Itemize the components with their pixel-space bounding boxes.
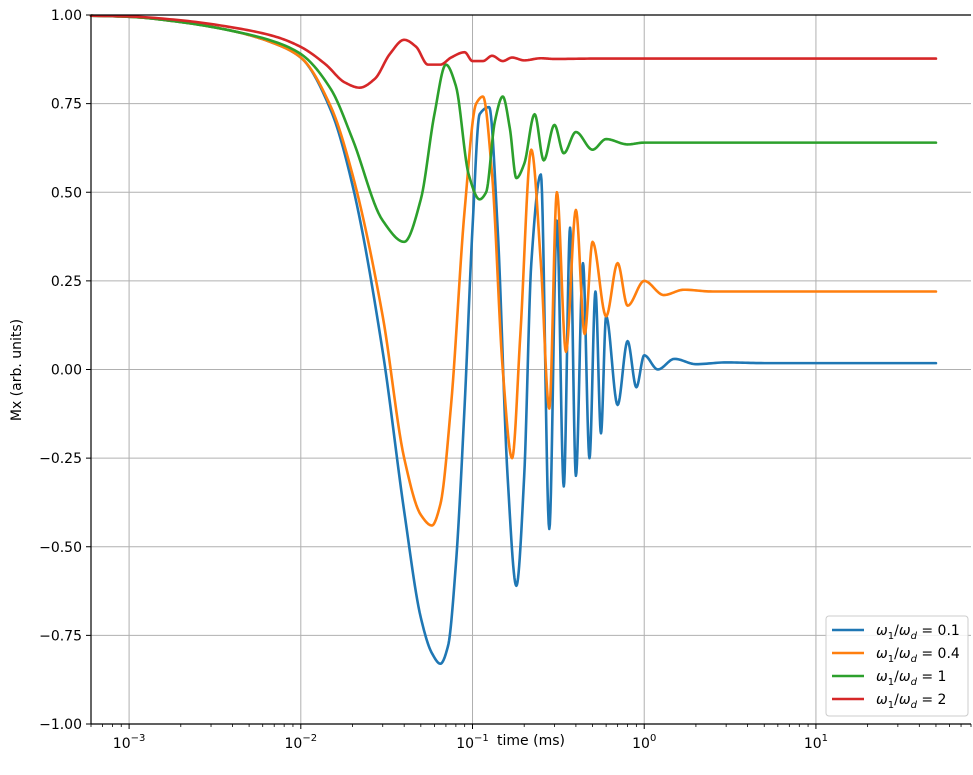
x-tick-label: 101 [804,733,828,752]
y-tick-label: −0.50 [39,540,82,556]
x-axis-label: time (ms) [497,733,565,749]
x-tick-label: 100 [632,733,656,752]
x-tick-label: 10−3 [113,733,146,752]
series-layer [89,14,938,666]
y-tick-label: −0.75 [39,628,82,644]
y-tick-label: 0.75 [51,97,82,113]
x-tick-label: 10−2 [285,733,318,752]
series-line-4 [89,14,938,89]
legend-entry-label: ω1/ωd = 2 [876,692,946,711]
series-line-2 [89,14,938,527]
legend-entry-label: ω1/ωd = 0.4 [876,646,960,665]
series-line-1 [89,14,938,666]
legend-entry-label: ω1/ωd = 0.1 [876,623,960,642]
y-tick-label: 1.00 [51,8,82,24]
y-axis-label: Mx (arb. units) [9,319,25,421]
y-tick-label: 0.25 [51,274,82,290]
series-line-3 [89,14,938,244]
axes: 10−3 10−2 10−1 100 101 1.00 0.75 0.50 0.25 0.00 −0… [39,8,972,752]
legend: ω1/ωd = 0.1 ω1/ωd = 0.4 ω1/ωd = 1 ω1/ωd = 2 [825,615,969,717]
y-tick-label: −0.25 [39,451,82,467]
legend-box [825,615,969,717]
y-tick-label: −1.00 [39,717,82,733]
legend-entry-label: ω1/ωd = 1 [876,669,946,688]
x-tick-label: 10−1 [456,733,489,752]
y-tick-label: 0.50 [51,185,82,201]
y-tick-label: 0.00 [51,363,82,379]
